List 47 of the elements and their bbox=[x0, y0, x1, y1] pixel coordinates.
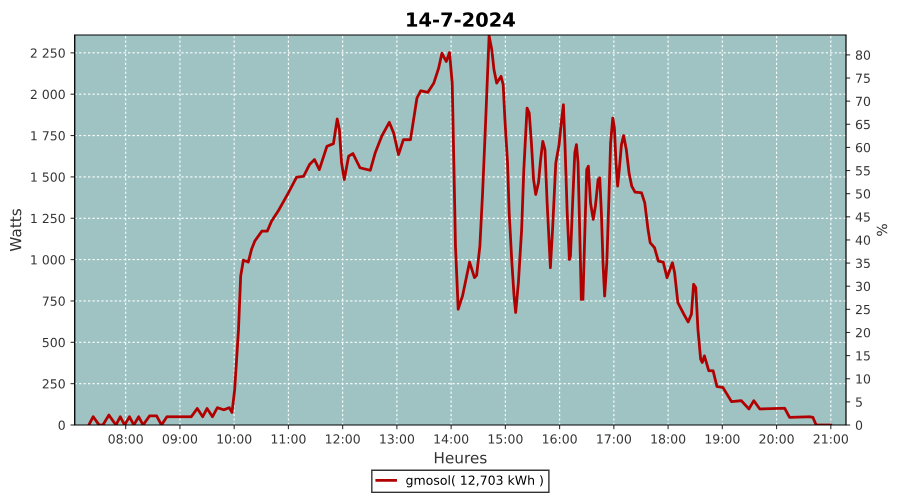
y2-tick-label: 25 bbox=[856, 304, 870, 314]
x-tick-label: 18:00 bbox=[651, 434, 686, 444]
line-series bbox=[87, 35, 832, 425]
x-tick-label: 09:00 bbox=[162, 434, 198, 444]
y2-tick-label: 80 bbox=[856, 50, 870, 60]
y2-tick-label: 45 bbox=[856, 212, 870, 222]
y-tick-label: 750 bbox=[42, 296, 65, 306]
y-tick-label: 1 250 bbox=[31, 214, 65, 224]
y-tick-label: 1 500 bbox=[31, 172, 65, 182]
y2-tick-label: 15 bbox=[856, 351, 870, 361]
x-tick-label: 11:00 bbox=[272, 434, 306, 444]
y2-tick-label: 35 bbox=[856, 258, 870, 268]
x-tick-label: 08:00 bbox=[108, 434, 143, 444]
y2-tick-label: 70 bbox=[856, 96, 870, 106]
x-tick-label: 17:00 bbox=[597, 434, 632, 444]
chart-title: 14-7-2024 bbox=[407, 12, 515, 27]
y2-tick-label: 20 bbox=[856, 328, 870, 338]
x-axis-title: Heures bbox=[434, 452, 487, 464]
x-tick-label: 20:00 bbox=[759, 434, 794, 444]
y2-tick-label: 40 bbox=[856, 235, 870, 245]
y2-tick-label: 50 bbox=[856, 189, 870, 199]
x-tick-label: 13:00 bbox=[380, 434, 414, 444]
y2-tick-label: 30 bbox=[856, 282, 870, 292]
x-tick-label: 12:00 bbox=[326, 434, 360, 444]
y2-tick-label: 75 bbox=[856, 74, 870, 83]
x-tick-label: 19:00 bbox=[706, 434, 740, 444]
y-tick-label: 2 250 bbox=[30, 48, 65, 58]
y2-axis-title: % bbox=[876, 224, 888, 236]
x-tick-label: 10:00 bbox=[218, 434, 252, 444]
y-tick-label: 1 000 bbox=[31, 255, 65, 265]
y2-tick-label: 55 bbox=[856, 166, 870, 176]
x-tick-label: 14:00 bbox=[434, 434, 468, 444]
y2-tick-label: 65 bbox=[856, 120, 870, 130]
y-tick-label: 2 000 bbox=[30, 90, 65, 100]
y2-tick-label: 0 bbox=[856, 420, 862, 430]
y-tick-label: 1 750 bbox=[31, 131, 65, 140]
y-tick-label: 500 bbox=[42, 338, 65, 348]
x-tick-label: 15:00 bbox=[488, 434, 523, 444]
x-tick-label: 16:00 bbox=[542, 434, 577, 444]
y2-tick-label: 5 bbox=[856, 398, 862, 407]
y-axis-title: Watts bbox=[10, 209, 22, 252]
y2-tick-label: 10 bbox=[856, 374, 870, 384]
y2-tick-label: 60 bbox=[856, 142, 870, 152]
x-tick-label: 21:00 bbox=[814, 434, 848, 444]
legend-label: gmosol( 12,703 kWh ) bbox=[406, 475, 543, 488]
y-tick-label: 250 bbox=[42, 379, 65, 389]
y-tick-label: 0 bbox=[58, 420, 65, 430]
